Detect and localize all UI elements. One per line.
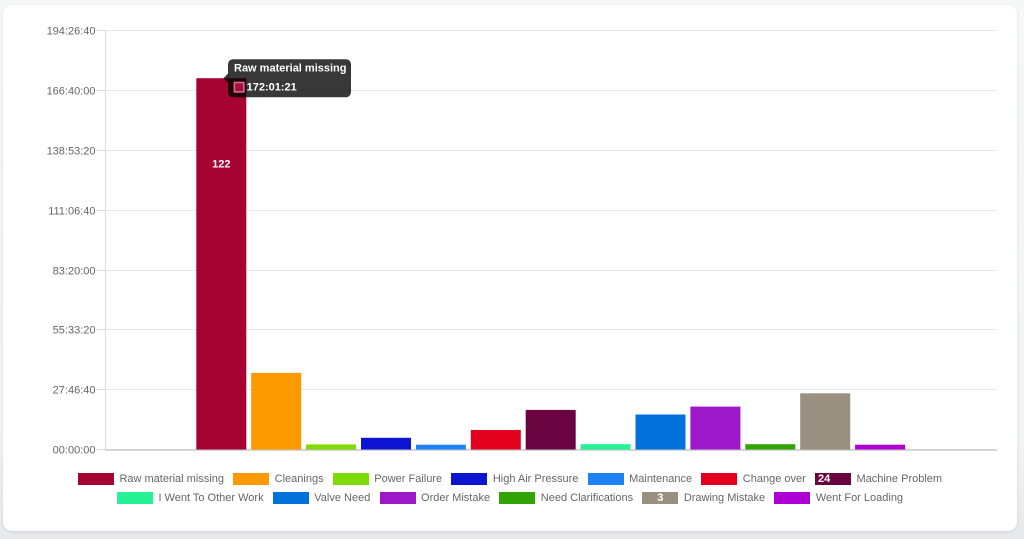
svg-text:111:06:40: 111:06:40 <box>48 205 95 217</box>
svg-text:122: 122 <box>212 158 230 170</box>
svg-text:166:40:00: 166:40:00 <box>47 85 96 97</box>
svg-text:55:33:20: 55:33:20 <box>53 324 96 336</box>
svg-text:27:46:40: 27:46:40 <box>53 384 96 396</box>
svg-text:Raw material missing: Raw material missing <box>234 63 347 75</box>
svg-text:83:20:00: 83:20:00 <box>53 265 96 277</box>
svg-text:00:00:00: 00:00:00 <box>53 444 96 456</box>
svg-text:194:26:40: 194:26:40 <box>47 25 96 37</box>
svg-text:172:01:21: 172:01:21 <box>247 82 297 94</box>
svg-text:138:53:20: 138:53:20 <box>47 145 96 157</box>
